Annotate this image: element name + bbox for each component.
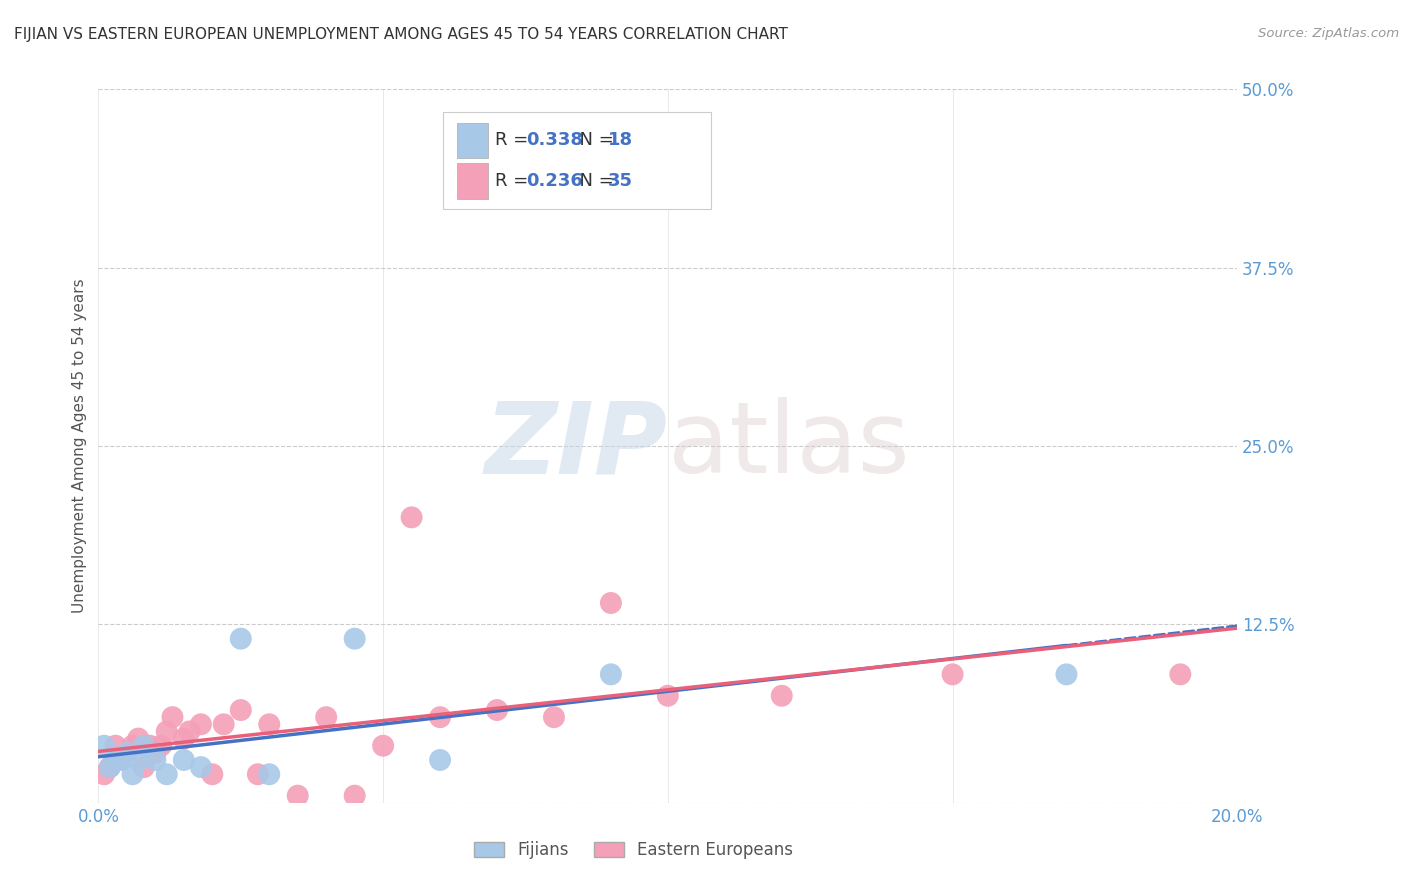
Point (942, 667, 965, 681)
Point (156, 767, 179, 781)
Point (543, 710, 565, 724)
Point (98, 760, 121, 774)
Point (132, 739, 155, 753)
Text: R =: R = (495, 172, 534, 190)
Point (315, 710, 337, 724)
Point (150, 739, 173, 753)
Text: 35: 35 (607, 172, 633, 190)
Text: 0.338: 0.338 (526, 131, 583, 149)
Text: ZIP: ZIP (485, 398, 668, 494)
Point (287, 789, 309, 803)
Point (162, 710, 184, 724)
Point (121, 739, 143, 753)
Point (429, 753, 451, 767)
Legend: Fijians, Eastern Europeans: Fijians, Eastern Europeans (467, 835, 800, 866)
Text: N =: N = (568, 131, 620, 149)
Point (259, 767, 281, 781)
Point (127, 731, 149, 746)
Point (104, 753, 127, 767)
Y-axis label: Unemployment Among Ages 45 to 54 years: Unemployment Among Ages 45 to 54 years (72, 278, 87, 614)
Point (121, 767, 143, 781)
Point (156, 724, 179, 739)
Point (127, 753, 149, 767)
Point (770, 689, 793, 703)
Point (110, 753, 132, 767)
Point (229, 632, 252, 646)
Text: 18: 18 (607, 131, 633, 149)
Point (259, 717, 281, 731)
Point (190, 717, 212, 731)
Point (229, 703, 252, 717)
Point (98, 760, 121, 774)
Point (173, 731, 195, 746)
Point (600, 596, 623, 610)
Point (104, 753, 127, 767)
Point (145, 746, 167, 760)
Point (173, 753, 195, 767)
Point (104, 739, 127, 753)
Text: FIJIAN VS EASTERN EUROPEAN UNEMPLOYMENT AMONG AGES 45 TO 54 YEARS CORRELATION CH: FIJIAN VS EASTERN EUROPEAN UNEMPLOYMENT … (14, 27, 787, 42)
Point (401, 510, 423, 524)
Point (145, 753, 167, 767)
Point (93, 739, 115, 753)
Text: N =: N = (568, 172, 620, 190)
Point (132, 760, 155, 774)
Point (343, 789, 366, 803)
Point (201, 767, 224, 781)
Text: R =: R = (495, 131, 534, 149)
Point (373, 739, 395, 753)
Point (138, 739, 160, 753)
Point (246, 767, 269, 781)
Point (657, 689, 679, 703)
Point (179, 724, 201, 739)
Point (212, 717, 235, 731)
Point (115, 746, 138, 760)
Point (343, 632, 366, 646)
Point (429, 710, 451, 724)
Point (110, 753, 132, 767)
Text: 0.236: 0.236 (526, 172, 583, 190)
Text: atlas: atlas (668, 398, 910, 494)
Point (486, 703, 509, 717)
Point (93, 767, 115, 781)
Point (190, 760, 212, 774)
Point (115, 746, 138, 760)
Point (1056, 667, 1078, 681)
Text: Source: ZipAtlas.com: Source: ZipAtlas.com (1258, 27, 1399, 40)
Point (600, 667, 623, 681)
Point (1170, 667, 1192, 681)
